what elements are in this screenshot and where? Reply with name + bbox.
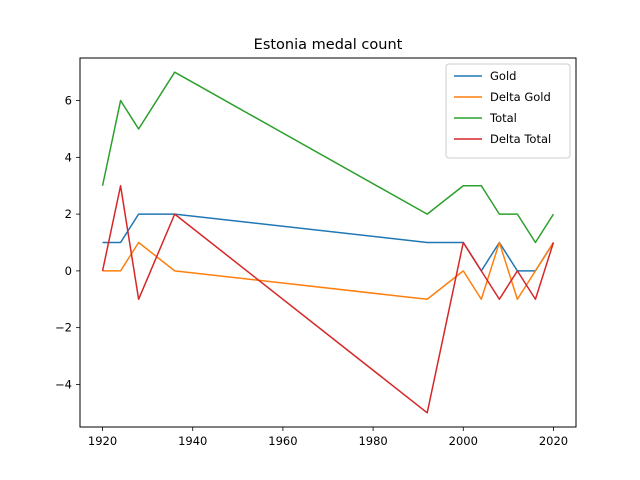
legend-label-1: Delta Gold: [490, 90, 551, 104]
chart-title: Estonia medal count: [254, 37, 403, 53]
plot-frame: [79, 57, 577, 428]
legend-label-0: Gold: [490, 69, 516, 83]
y-tick-label: 6: [65, 94, 72, 108]
legend: Gold Delta Gold Total Delta Total: [445, 63, 571, 159]
x-tick-label: 1940: [178, 434, 207, 448]
x-tick-label: 1960: [268, 434, 297, 448]
y-axis: −4 −2 0 2 4 6: [55, 94, 80, 391]
y-tick-label: −4: [55, 377, 72, 391]
x-tick-label: 2000: [449, 434, 478, 448]
y-tick-label: 2: [65, 207, 72, 221]
series-line-3: [101, 184, 555, 414]
x-axis: 1920 1940 1960 1980 2000 2020: [88, 427, 568, 448]
legend-label-3: Delta Total: [490, 132, 551, 146]
x-tick-label: 1980: [358, 434, 387, 448]
x-tick-label: 2020: [539, 434, 568, 448]
series-line-1: [102, 241, 555, 301]
y-tick-label: −2: [55, 321, 72, 335]
y-tick-label: 0: [65, 264, 72, 278]
series-layer: [101, 71, 555, 414]
legend-label-2: Total: [489, 111, 517, 125]
y-tick-label: 4: [65, 150, 72, 164]
legend-box: [445, 63, 571, 159]
x-tick-label: 1920: [88, 434, 117, 448]
series-line-0: [102, 213, 555, 272]
series-line-2: [101, 71, 555, 244]
